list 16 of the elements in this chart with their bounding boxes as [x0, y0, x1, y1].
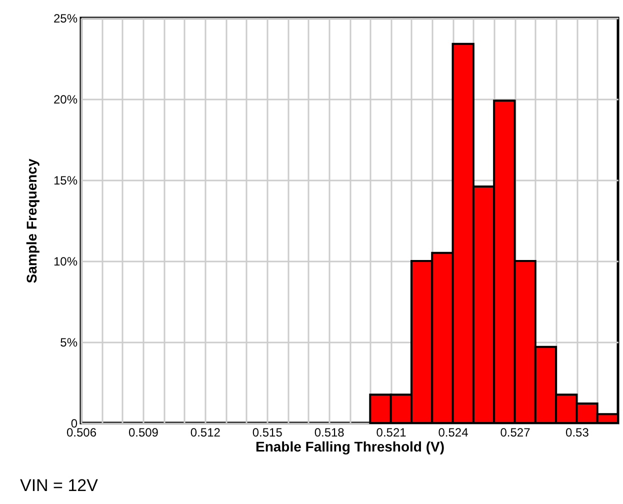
text: VIN = 12V — [20, 476, 98, 496]
y-tick-label: 25% — [53, 12, 78, 26]
x-tick-label: 0.518 — [314, 426, 345, 440]
x-tick-label: 0.512 — [190, 426, 221, 440]
y-axis-title: Sample Frequency — [23, 158, 40, 284]
y-tick-label: 20% — [53, 92, 78, 106]
x-axis-title: Enable Falling Threshold (V) — [255, 438, 445, 454]
y-tick-label: 10% — [53, 254, 78, 268]
x-tick-label: 0.521 — [376, 426, 407, 440]
x-tick-label: 0.527 — [500, 426, 531, 440]
x-tick-label: 0.524 — [438, 426, 469, 440]
x-tick-label: 0.515 — [252, 426, 283, 440]
x-tick-label: 0.53 — [566, 426, 590, 440]
y-tick-label: 5% — [60, 336, 78, 350]
y-tick-label: 15% — [53, 174, 78, 188]
x-tick-label: 0.509 — [128, 426, 159, 440]
